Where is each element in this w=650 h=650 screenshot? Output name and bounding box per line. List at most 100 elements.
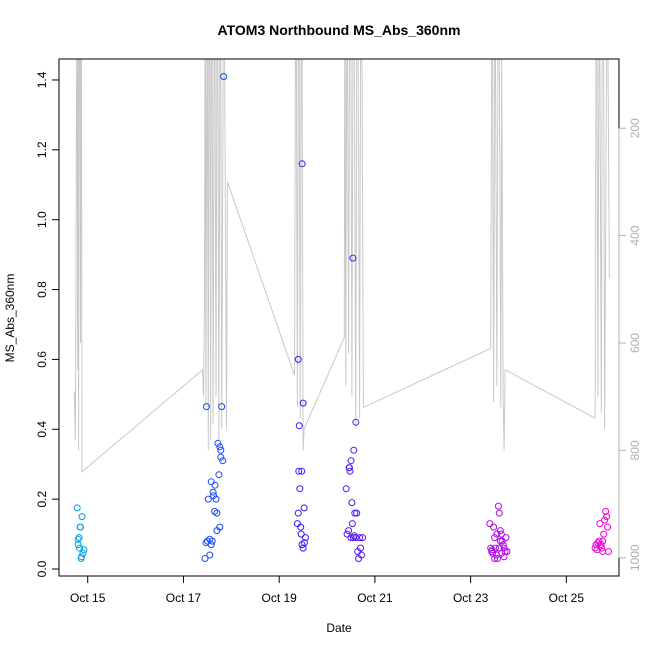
y-tick-label: 0.6 — [35, 351, 49, 368]
data-point — [595, 537, 603, 545]
x-tick-label: Oct 19 — [261, 591, 297, 605]
y-tick-label: 1.0 — [35, 211, 49, 228]
data-point — [299, 399, 307, 407]
data-point — [491, 534, 499, 542]
y-tick-label: 0.8 — [35, 281, 49, 298]
data-point — [501, 548, 509, 555]
data-point — [217, 446, 225, 454]
data-point — [346, 467, 354, 475]
data-point — [298, 467, 306, 475]
data-point — [219, 457, 227, 465]
data-point — [297, 523, 305, 531]
data-point — [74, 535, 82, 543]
data-point — [77, 555, 85, 562]
data-point — [358, 551, 365, 559]
data-point — [293, 520, 301, 528]
y-tick-label: 0.2 — [35, 490, 49, 507]
data-point — [494, 502, 502, 510]
data-point — [600, 530, 608, 538]
data-point — [598, 544, 606, 552]
data-point — [207, 541, 215, 549]
data-point — [498, 549, 506, 557]
data-point — [498, 537, 506, 545]
altitude-line — [73, 59, 610, 473]
data-point — [201, 555, 209, 562]
data-point — [215, 471, 223, 479]
data-point — [353, 509, 361, 517]
data-point — [74, 541, 82, 549]
data-point — [80, 546, 88, 554]
data-point — [218, 403, 226, 411]
data-point — [301, 539, 308, 547]
data-point — [78, 513, 86, 521]
y-tick-label: 0.4 — [35, 421, 49, 438]
data-point — [352, 534, 360, 542]
data-point — [76, 523, 84, 531]
data-point — [294, 355, 302, 363]
data-point — [73, 504, 81, 512]
altitude-line-layer — [73, 59, 610, 473]
data-point — [300, 504, 308, 512]
plot-frame — [58, 58, 620, 577]
y-axis: 0.0 0.2 0.4 0.6 0.8 1.0 1.2 1.4 — [35, 71, 60, 577]
data-point — [496, 537, 504, 545]
right-axis: 200 400 600 800 1000 — [618, 118, 642, 571]
data-point — [349, 254, 357, 262]
data-point — [302, 534, 309, 542]
data-point — [359, 534, 366, 542]
data-point — [491, 555, 499, 562]
data-point — [351, 509, 359, 517]
data-point — [352, 418, 360, 426]
right-tick-label: 1000 — [628, 544, 642, 571]
data-point — [213, 509, 221, 517]
data-point — [211, 481, 219, 489]
data-point — [295, 467, 303, 475]
chart-title: ATOM3 Northbound MS_Abs_360nm — [218, 22, 461, 38]
data-point — [599, 537, 607, 545]
data-point — [500, 553, 508, 561]
right-tick-label: 200 — [628, 118, 642, 138]
data-point — [602, 507, 610, 515]
data-point — [214, 439, 222, 447]
y-tick-label: 1.4 — [35, 71, 49, 88]
data-point — [350, 446, 358, 454]
x-tick-label: Oct 17 — [166, 591, 202, 605]
data-point — [348, 499, 356, 507]
data-point — [345, 464, 353, 472]
data-point — [345, 527, 353, 535]
data-point — [298, 160, 306, 168]
data-point — [75, 534, 83, 542]
x-tick-label: Oct 21 — [357, 591, 393, 605]
points-layer — [73, 73, 612, 562]
data-point — [488, 546, 496, 554]
data-point — [357, 544, 364, 552]
right-tick-label: 600 — [628, 333, 642, 353]
data-point — [601, 516, 609, 524]
data-point — [212, 495, 220, 503]
data-point — [597, 541, 605, 549]
data-point — [495, 509, 503, 517]
data-point — [599, 548, 607, 555]
data-point — [493, 555, 501, 562]
data-point — [294, 509, 302, 517]
data-point — [486, 520, 494, 528]
data-point — [350, 532, 358, 540]
data-point — [347, 534, 355, 542]
data-point — [502, 534, 510, 542]
data-point — [295, 422, 303, 430]
data-point — [206, 551, 214, 559]
x-axis-label: Date — [326, 621, 352, 635]
data-point — [76, 544, 84, 552]
y-tick-label: 1.2 — [35, 141, 49, 158]
x-tick-label: Oct 15 — [70, 591, 106, 605]
data-point — [209, 488, 217, 496]
data-point — [207, 478, 215, 486]
right-tick-label: 800 — [628, 440, 642, 460]
x-axis: Oct 15 Oct 17 Oct 19 Oct 21 Oct 23 Oct 25 — [70, 575, 585, 605]
data-point — [604, 523, 611, 531]
x-tick-label: Oct 25 — [549, 591, 585, 605]
data-point — [348, 520, 356, 528]
data-point — [297, 530, 305, 538]
data-point — [490, 523, 498, 531]
